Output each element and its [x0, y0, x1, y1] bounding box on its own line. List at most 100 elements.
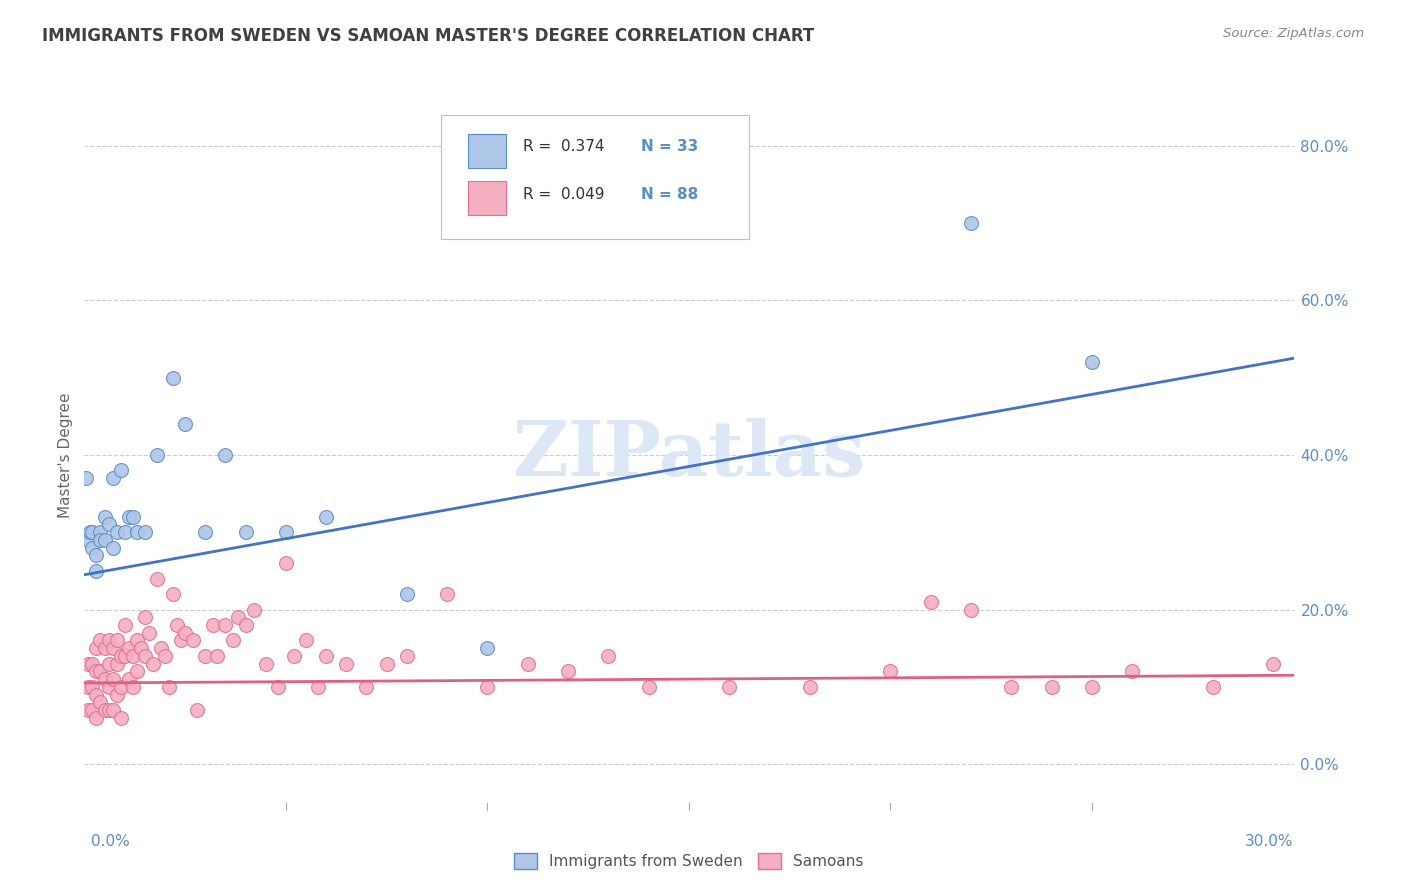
Point [86, 641, 108, 656]
Point [105, 688, 128, 702]
Point [82, 680, 104, 694]
Point [86, 549, 108, 563]
Point [436, 587, 458, 601]
Point [118, 641, 141, 656]
Point [214, 448, 236, 462]
Point [134, 610, 156, 624]
Text: N = 33: N = 33 [641, 139, 697, 154]
Legend: Immigrants from Sweden, Samoans: Immigrants from Sweden, Samoans [508, 847, 870, 875]
Point [86, 564, 108, 578]
Point [97, 703, 120, 717]
Point [214, 618, 236, 632]
Point [1081, 355, 1104, 369]
Point [93, 509, 115, 524]
Point [395, 648, 418, 663]
Point [222, 633, 245, 648]
Point [166, 618, 188, 632]
Point [202, 618, 225, 632]
Point [242, 602, 264, 616]
Point [149, 641, 172, 656]
Point [114, 618, 136, 632]
Point [110, 711, 132, 725]
Point [110, 680, 132, 694]
Point [118, 672, 141, 686]
Point [274, 525, 297, 540]
Point [1202, 680, 1225, 694]
Point [153, 648, 176, 663]
Point [146, 448, 169, 462]
Point [235, 525, 257, 540]
Point [77, 533, 100, 547]
Point [89, 633, 111, 648]
Point [194, 525, 217, 540]
Point [142, 657, 165, 671]
Point [125, 525, 148, 540]
Point [254, 657, 277, 671]
Point [105, 657, 128, 671]
FancyBboxPatch shape [441, 115, 749, 239]
Point [194, 648, 217, 663]
Point [162, 370, 184, 384]
Point [114, 648, 136, 663]
Point [356, 680, 378, 694]
Point [121, 680, 143, 694]
Point [226, 610, 249, 624]
Point [97, 517, 120, 532]
Point [89, 665, 111, 679]
Point [89, 533, 111, 547]
Bar [468, 134, 506, 168]
Point [315, 509, 337, 524]
Point [1000, 680, 1022, 694]
Point [283, 648, 305, 663]
Point [718, 680, 741, 694]
Point [79, 525, 101, 540]
Point [477, 680, 499, 694]
Point [1263, 657, 1285, 671]
Point [267, 680, 290, 694]
Point [86, 688, 108, 702]
Text: N = 88: N = 88 [641, 186, 697, 202]
Point [110, 463, 132, 477]
Text: R =  0.374: R = 0.374 [523, 139, 605, 154]
Point [121, 648, 143, 663]
Point [146, 572, 169, 586]
Point [307, 680, 329, 694]
Point [879, 665, 901, 679]
Point [82, 525, 104, 540]
Point [93, 533, 115, 547]
Point [157, 680, 180, 694]
Point [315, 648, 337, 663]
Point [920, 595, 942, 609]
Point [86, 711, 108, 725]
Point [598, 648, 620, 663]
Point [207, 648, 229, 663]
Point [186, 703, 208, 717]
Point [114, 525, 136, 540]
Point [105, 633, 128, 648]
Text: R =  0.049: R = 0.049 [523, 186, 605, 202]
Point [557, 665, 579, 679]
Text: ZIPatlas: ZIPatlas [512, 418, 866, 491]
Point [134, 525, 156, 540]
Point [77, 703, 100, 717]
Point [1040, 680, 1063, 694]
Point [960, 602, 983, 616]
Point [138, 625, 160, 640]
Point [121, 509, 143, 524]
Point [134, 648, 156, 663]
Point [274, 556, 297, 570]
Point [101, 703, 124, 717]
Y-axis label: Master's Degree: Master's Degree [58, 392, 73, 517]
Point [395, 587, 418, 601]
Point [162, 587, 184, 601]
Point [77, 657, 100, 671]
Point [93, 703, 115, 717]
Point [335, 657, 357, 671]
Point [105, 525, 128, 540]
Point [93, 641, 115, 656]
Point [97, 680, 120, 694]
Bar [468, 181, 506, 215]
Point [101, 641, 124, 656]
Point [1081, 680, 1104, 694]
Point [97, 633, 120, 648]
